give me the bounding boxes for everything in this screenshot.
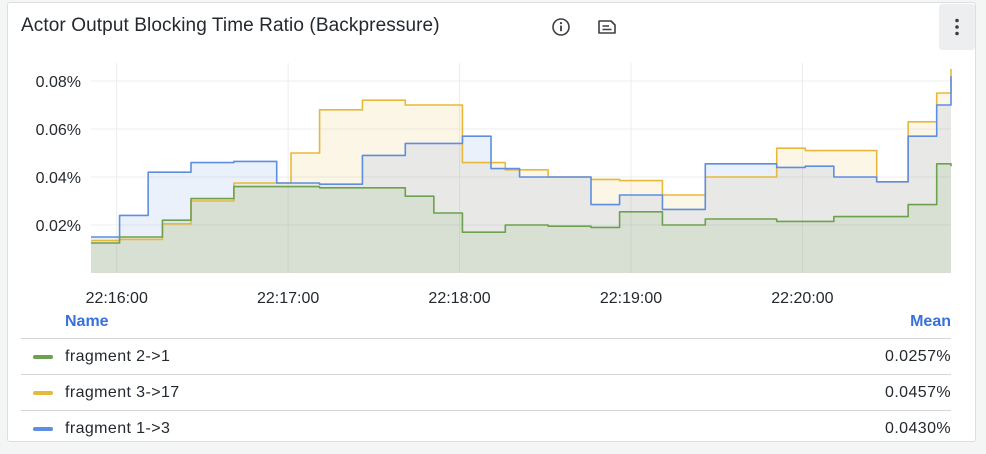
x-tick-label: 22:20:00 (771, 290, 833, 307)
series-mean: 0.0430% (885, 420, 951, 437)
series-swatch (33, 391, 53, 395)
series-line (91, 76, 952, 238)
notes-icon[interactable] (596, 16, 618, 38)
y-tick-label: 0.02% (36, 218, 81, 235)
chart-area: 22:16:00 22:17:00 22:18:00 22:19:00 22:20:00… (36, 63, 952, 307)
legend-table: fragment 2->1 0.0257% fragment 3->17 0.0… (21, 338, 951, 438)
series-area (91, 163, 951, 273)
series-mean: 0.0257% (885, 348, 951, 365)
series-swatch (33, 355, 53, 359)
series-area (91, 76, 951, 273)
legend-mean-header[interactable]: Mean (910, 313, 951, 330)
x-tick-label: 22:16:00 (86, 290, 148, 307)
series-area (91, 69, 951, 273)
legend-row[interactable]: fragment 1->3 0.0430% (21, 410, 951, 438)
panel-title: Actor Output Blocking Time Ratio (Backpr… (21, 15, 440, 36)
panel-menu-button[interactable] (939, 4, 975, 50)
legend-row[interactable]: fragment 3->17 0.0457% (21, 374, 951, 410)
legend-row[interactable]: fragment 2->1 0.0257% (21, 338, 951, 374)
series-name: fragment 3->17 (65, 384, 180, 401)
series-line (91, 163, 952, 244)
x-tick-label: 22:17:00 (257, 290, 319, 307)
legend-name-header[interactable]: Name (65, 313, 109, 330)
x-tick-label: 22:19:00 (600, 290, 662, 307)
y-tick-label: 0.06% (36, 122, 81, 139)
series-name: fragment 2->1 (65, 348, 171, 365)
legend-header: Name Mean (8, 309, 975, 339)
series-swatch (33, 427, 53, 431)
info-icon[interactable] (550, 16, 572, 38)
series-mean: 0.0457% (885, 384, 951, 401)
y-tick-label: 0.04% (36, 170, 81, 187)
chart-panel: Actor Output Blocking Time Ratio (Backpr… (7, 2, 976, 442)
y-tick-label: 0.08% (36, 74, 81, 91)
series-name: fragment 1->3 (65, 420, 171, 437)
x-tick-label: 22:18:00 (428, 290, 490, 307)
menu-icon (955, 18, 959, 36)
